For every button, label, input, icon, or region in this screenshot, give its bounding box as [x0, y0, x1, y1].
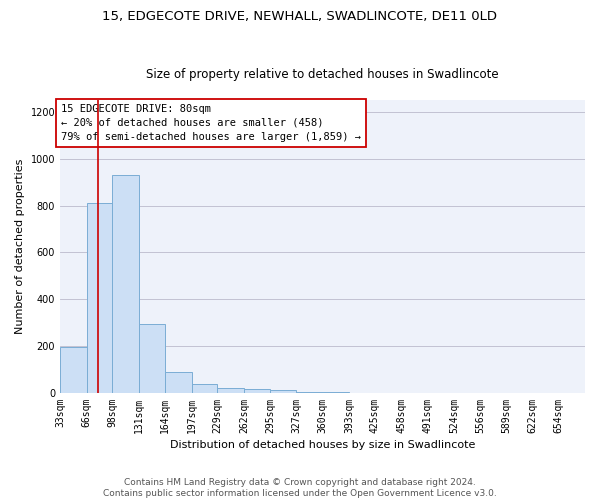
Bar: [139, 324, 165, 393]
Title: Size of property relative to detached houses in Swadlincote: Size of property relative to detached ho…: [146, 68, 499, 81]
Bar: [60, 348, 86, 393]
Bar: [112, 175, 139, 393]
Bar: [271, 390, 296, 393]
Text: Contains HM Land Registry data © Crown copyright and database right 2024.
Contai: Contains HM Land Registry data © Crown c…: [103, 478, 497, 498]
Bar: [165, 372, 191, 393]
Y-axis label: Number of detached properties: Number of detached properties: [15, 159, 25, 334]
Bar: [244, 390, 271, 393]
Text: 15, EDGECOTE DRIVE, NEWHALL, SWADLINCOTE, DE11 0LD: 15, EDGECOTE DRIVE, NEWHALL, SWADLINCOTE…: [103, 10, 497, 23]
Bar: [86, 204, 112, 393]
Text: 15 EDGECOTE DRIVE: 80sqm
← 20% of detached houses are smaller (458)
79% of semi-: 15 EDGECOTE DRIVE: 80sqm ← 20% of detach…: [61, 104, 361, 142]
Bar: [191, 384, 217, 393]
X-axis label: Distribution of detached houses by size in Swadlincote: Distribution of detached houses by size …: [170, 440, 475, 450]
Bar: [217, 388, 244, 393]
Bar: [296, 392, 323, 393]
